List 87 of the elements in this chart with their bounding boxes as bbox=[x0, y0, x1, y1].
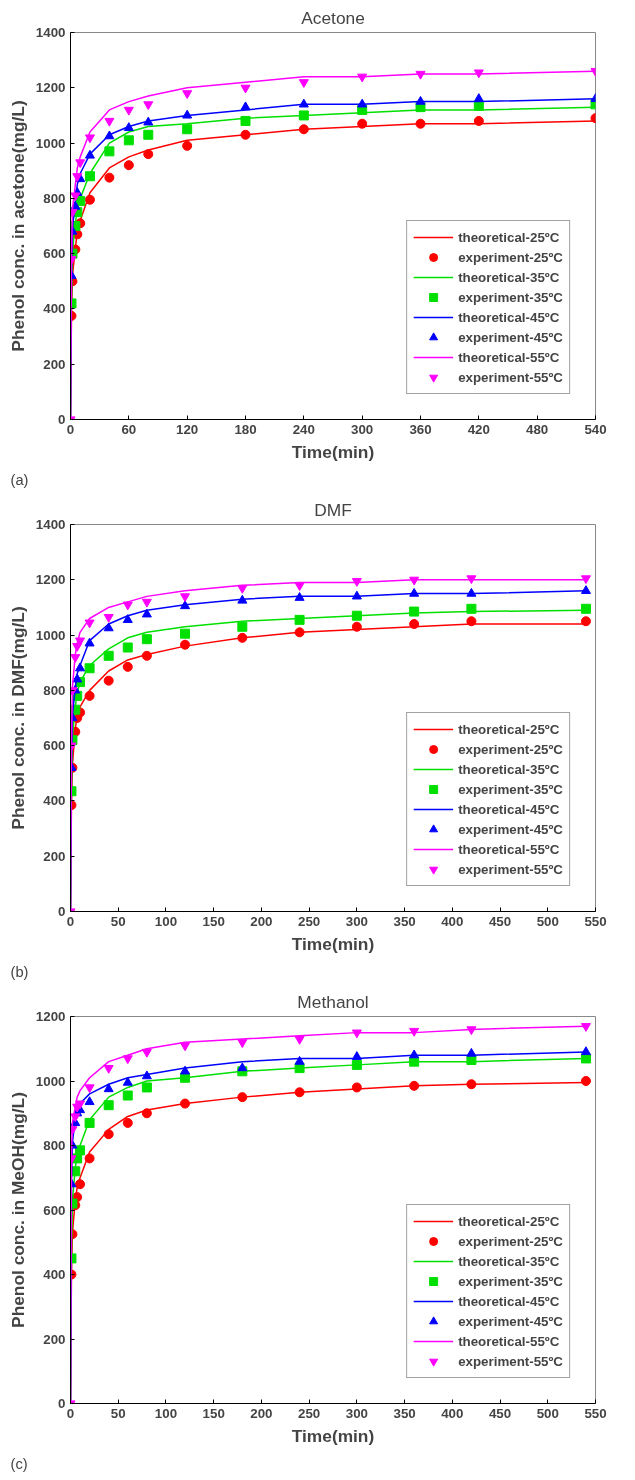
legend-label: experiment-55ºC bbox=[458, 368, 563, 387]
legend-label: experiment-25ºC bbox=[458, 248, 563, 267]
legend-label: theoretical-35ºC bbox=[458, 268, 560, 287]
x-tick-label: 300 bbox=[345, 913, 368, 929]
x-tick-label: 180 bbox=[234, 421, 257, 437]
legend-label: theoretical-35ºC bbox=[458, 760, 560, 779]
legend-label: experiment-35ºC bbox=[458, 1272, 563, 1291]
legend-label: theoretical-35ºC bbox=[458, 1252, 560, 1271]
x-tick-label: 250 bbox=[298, 913, 321, 929]
x-tick-label: 480 bbox=[526, 421, 549, 437]
x-tick-label: 100 bbox=[154, 1405, 178, 1421]
x-tick-label: 200 bbox=[250, 913, 273, 929]
x-axis-title: Time(min) bbox=[291, 933, 375, 954]
legend-label: experiment-45ºC bbox=[458, 328, 563, 347]
y-tick-label: 400 bbox=[43, 1267, 66, 1282]
legend-label: theoretical-55ºC bbox=[458, 840, 560, 859]
x-tick-label: 540 bbox=[584, 421, 607, 437]
text: (a) bbox=[10, 471, 29, 488]
x-tick-label: 200 bbox=[250, 1405, 273, 1421]
x-tick-label: 400 bbox=[441, 1405, 464, 1421]
y-tick-label: 600 bbox=[43, 246, 66, 262]
y-tick-label: 200 bbox=[43, 356, 66, 372]
x-tick-label: 50 bbox=[110, 913, 126, 929]
legend-label: experiment-45ºC bbox=[458, 1312, 563, 1331]
y-tick-label: 1200 bbox=[35, 80, 66, 96]
y-tick-label: 800 bbox=[43, 190, 66, 206]
x-tick-label: 500 bbox=[536, 913, 559, 929]
legend-label: theoretical-25ºC bbox=[458, 1212, 560, 1231]
x-tick-label: 450 bbox=[488, 1405, 512, 1421]
y-tick-label: 1000 bbox=[35, 627, 66, 643]
y-tick-label: 1000 bbox=[35, 135, 66, 151]
legend-label: theoretical-45ºC bbox=[458, 308, 560, 327]
legend-label: experiment-35ºC bbox=[458, 780, 563, 799]
legend-label: experiment-55ºC bbox=[458, 1352, 563, 1371]
x-tick-label: 100 bbox=[154, 913, 178, 929]
x-tick-label: 360 bbox=[409, 421, 432, 437]
x-tick-label: 550 bbox=[584, 1405, 607, 1421]
x-tick-label: 450 bbox=[488, 913, 512, 929]
x-tick-label: 240 bbox=[292, 421, 315, 437]
legend-label: theoretical-55ºC bbox=[458, 348, 560, 367]
legend-label: theoretical-45ºC bbox=[458, 1292, 560, 1311]
legend-label: theoretical-45ºC bbox=[458, 800, 560, 819]
x-tick-label: 350 bbox=[393, 913, 416, 929]
y-tick-label: 1000 bbox=[35, 1073, 66, 1089]
x-tick-label: 60 bbox=[121, 421, 137, 437]
chart-title: DMF bbox=[314, 499, 352, 520]
chart-title: Methanol bbox=[297, 991, 369, 1012]
x-tick-label: 150 bbox=[202, 913, 225, 929]
y-tick-label: 200 bbox=[43, 848, 66, 864]
legend-label: theoretical-25ºC bbox=[458, 228, 560, 247]
x-tick-label: 50 bbox=[110, 1405, 126, 1421]
legend-label: experiment-45ºC bbox=[458, 820, 563, 839]
x-tick-label: 250 bbox=[298, 1405, 321, 1421]
y-tick-label: 400 bbox=[43, 793, 66, 809]
y-tick-label: 600 bbox=[43, 738, 66, 754]
legend-label: experiment-35ºC bbox=[458, 288, 563, 307]
y-tick-label: 1200 bbox=[35, 1009, 66, 1024]
legend-label: experiment-55ºC bbox=[458, 860, 563, 879]
x-tick-label: 120 bbox=[176, 421, 199, 437]
y-tick-label: 800 bbox=[43, 1138, 66, 1153]
y-tick-label: 1200 bbox=[35, 572, 66, 588]
x-axis-title: Time(min) bbox=[291, 1425, 375, 1446]
x-tick-label: 150 bbox=[202, 1405, 225, 1421]
x-tick-label: 420 bbox=[467, 421, 490, 437]
y-tick-label: 400 bbox=[43, 301, 66, 317]
legend-label: experiment-25ºC bbox=[458, 1232, 563, 1251]
x-tick-label: 350 bbox=[393, 1405, 416, 1421]
x-tick-label: 400 bbox=[441, 913, 464, 929]
legend-label: experiment-25ºC bbox=[458, 740, 563, 759]
x-tick-label: 500 bbox=[536, 1405, 559, 1421]
text: (c) bbox=[10, 1455, 28, 1472]
x-axis-title: Time(min) bbox=[291, 441, 375, 462]
y-tick-label: 800 bbox=[43, 682, 66, 698]
x-tick-label: 300 bbox=[351, 421, 374, 437]
chart-title: Acetone bbox=[301, 7, 365, 28]
x-tick-label: 300 bbox=[345, 1405, 368, 1421]
y-tick-label: 1400 bbox=[35, 517, 66, 532]
y-tick-label: 200 bbox=[43, 1331, 66, 1347]
x-tick-label: 550 bbox=[584, 913, 607, 929]
legend-label: theoretical-25ºC bbox=[458, 720, 560, 739]
legend-label: theoretical-55ºC bbox=[458, 1332, 560, 1351]
y-axis-title: Phenol conc. in acetone(mg/L) bbox=[7, 100, 28, 352]
y-tick-label: 600 bbox=[43, 1202, 66, 1218]
y-tick-label: 1400 bbox=[35, 25, 66, 40]
y-axis-title: Phenol conc. in MeOH(mg/L) bbox=[7, 1092, 28, 1328]
text: (b) bbox=[10, 963, 29, 980]
y-axis-title: Phenol conc. in DMF(mg/L) bbox=[7, 606, 28, 830]
